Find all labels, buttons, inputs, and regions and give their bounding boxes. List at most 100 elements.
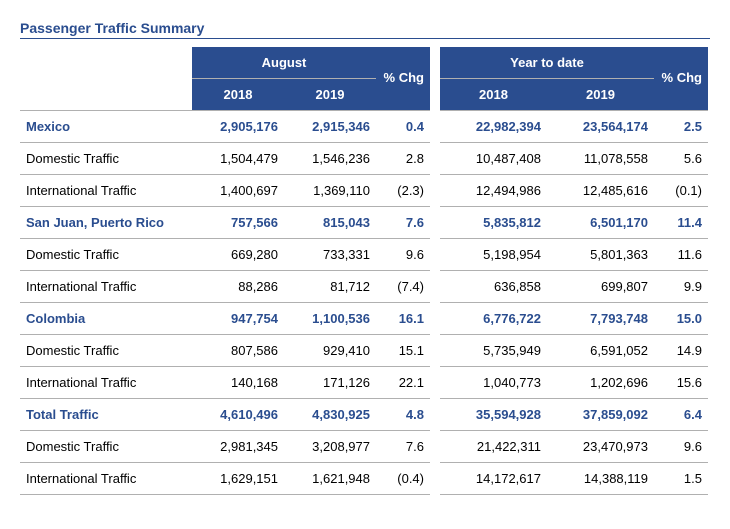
row-ytd-2019: 12,485,616 <box>547 175 654 207</box>
row-aug-2019: 815,043 <box>284 207 376 239</box>
row-ytd-chg: 11.4 <box>654 207 708 239</box>
table-row: 6,776,7227,793,74815.0 <box>440 303 708 335</box>
row-aug-2019: 81,712 <box>284 271 376 303</box>
row-ytd-chg: 2.5 <box>654 111 708 143</box>
row-ytd-chg: 15.6 <box>654 367 708 399</box>
row-aug-2019: 1,100,536 <box>284 303 376 335</box>
row-label: Total Traffic <box>20 399 192 431</box>
row-ytd-chg: 9.6 <box>654 431 708 463</box>
table-row: 636,858699,8079.9 <box>440 271 708 303</box>
row-aug-2019: 1,621,948 <box>284 463 376 495</box>
table-row: 22,982,39423,564,1742.5 <box>440 111 708 143</box>
row-aug-2019: 4,830,925 <box>284 399 376 431</box>
row-ytd-2018: 1,040,773 <box>440 367 547 399</box>
left-group-header: August <box>192 47 376 79</box>
row-aug-2019: 929,410 <box>284 335 376 367</box>
row-aug-2018: 669,280 <box>192 239 284 271</box>
row-aug-2019: 171,126 <box>284 367 376 399</box>
table-row: Domestic Traffic807,586929,41015.1 <box>20 335 430 367</box>
row-label: International Traffic <box>20 367 192 399</box>
table-row: Total Traffic4,610,4964,830,9254.8 <box>20 399 430 431</box>
table-row: 1,040,7731,202,69615.6 <box>440 367 708 399</box>
row-aug-2019: 1,369,110 <box>284 175 376 207</box>
row-aug-2018: 88,286 <box>192 271 284 303</box>
table-row: Domestic Traffic669,280733,3319.6 <box>20 239 430 271</box>
row-ytd-2018: 14,172,617 <box>440 463 547 495</box>
table-row: 21,422,31123,470,9739.6 <box>440 431 708 463</box>
row-label: Domestic Traffic <box>20 143 192 175</box>
row-ytd-2018: 12,494,986 <box>440 175 547 207</box>
table-row: 12,494,98612,485,616(0.1) <box>440 175 708 207</box>
row-ytd-2018: 21,422,311 <box>440 431 547 463</box>
row-label: San Juan, Puerto Rico <box>20 207 192 239</box>
table-row: 14,172,61714,388,1191.5 <box>440 463 708 495</box>
right-y2-header: 2019 <box>547 79 654 111</box>
table-row: 5,198,9545,801,36311.6 <box>440 239 708 271</box>
left-y2-header: 2019 <box>284 79 376 111</box>
row-aug-2018: 1,629,151 <box>192 463 284 495</box>
row-ytd-2019: 6,501,170 <box>547 207 654 239</box>
row-ytd-2018: 5,835,812 <box>440 207 547 239</box>
row-aug-chg: 7.6 <box>376 207 430 239</box>
row-ytd-2019: 699,807 <box>547 271 654 303</box>
row-ytd-2019: 6,591,052 <box>547 335 654 367</box>
right-y1-header: 2018 <box>440 79 547 111</box>
table-row: International Traffic1,400,6971,369,110(… <box>20 175 430 207</box>
row-ytd-chg: 15.0 <box>654 303 708 335</box>
row-aug-chg: 2.8 <box>376 143 430 175</box>
row-ytd-2018: 5,735,949 <box>440 335 547 367</box>
row-ytd-chg: 6.4 <box>654 399 708 431</box>
row-label: Colombia <box>20 303 192 335</box>
row-ytd-chg: 14.9 <box>654 335 708 367</box>
row-ytd-2018: 6,776,722 <box>440 303 547 335</box>
table-row: Domestic Traffic2,981,3453,208,9777.6 <box>20 431 430 463</box>
row-ytd-2019: 23,564,174 <box>547 111 654 143</box>
row-ytd-chg: 1.5 <box>654 463 708 495</box>
row-aug-chg: (2.3) <box>376 175 430 207</box>
row-aug-2019: 3,208,977 <box>284 431 376 463</box>
row-aug-2019: 1,546,236 <box>284 143 376 175</box>
table-row: San Juan, Puerto Rico757,566815,0437.6 <box>20 207 430 239</box>
row-aug-chg: 0.4 <box>376 111 430 143</box>
row-aug-chg: 15.1 <box>376 335 430 367</box>
row-label: International Traffic <box>20 271 192 303</box>
row-ytd-chg: 9.9 <box>654 271 708 303</box>
row-label: International Traffic <box>20 175 192 207</box>
table-row: International Traffic88,28681,712(7.4) <box>20 271 430 303</box>
right-table: Year to date % Chg 2018 2019 22,982,3942… <box>440 47 708 495</box>
row-aug-2018: 4,610,496 <box>192 399 284 431</box>
right-group-header: Year to date <box>440 47 654 79</box>
left-chg-header: % Chg <box>376 47 430 111</box>
row-aug-2019: 733,331 <box>284 239 376 271</box>
row-ytd-2018: 636,858 <box>440 271 547 303</box>
row-aug-2018: 947,754 <box>192 303 284 335</box>
row-ytd-2018: 10,487,408 <box>440 143 547 175</box>
row-aug-2018: 2,981,345 <box>192 431 284 463</box>
row-aug-chg: 9.6 <box>376 239 430 271</box>
table-row: International Traffic1,629,1511,621,948(… <box>20 463 430 495</box>
row-label: Mexico <box>20 111 192 143</box>
row-label: Domestic Traffic <box>20 335 192 367</box>
row-ytd-2018: 35,594,928 <box>440 399 547 431</box>
table-row: 10,487,40811,078,5585.6 <box>440 143 708 175</box>
row-ytd-2019: 1,202,696 <box>547 367 654 399</box>
row-ytd-2018: 22,982,394 <box>440 111 547 143</box>
table-row: 5,735,9496,591,05214.9 <box>440 335 708 367</box>
row-ytd-chg: 5.6 <box>654 143 708 175</box>
row-aug-chg: 22.1 <box>376 367 430 399</box>
row-label: Domestic Traffic <box>20 239 192 271</box>
row-aug-chg: (0.4) <box>376 463 430 495</box>
row-ytd-2019: 23,470,973 <box>547 431 654 463</box>
left-table: August % Chg 2018 2019 Mexico2,905,1762,… <box>20 47 430 495</box>
row-aug-chg: (7.4) <box>376 271 430 303</box>
right-chg-header: % Chg <box>654 47 708 111</box>
row-ytd-2019: 14,388,119 <box>547 463 654 495</box>
row-aug-2018: 807,586 <box>192 335 284 367</box>
row-aug-chg: 7.6 <box>376 431 430 463</box>
table-row: Mexico2,905,1762,915,3460.4 <box>20 111 430 143</box>
row-aug-chg: 4.8 <box>376 399 430 431</box>
row-ytd-2019: 7,793,748 <box>547 303 654 335</box>
table-row: 5,835,8126,501,17011.4 <box>440 207 708 239</box>
row-ytd-chg: 11.6 <box>654 239 708 271</box>
row-aug-2018: 1,400,697 <box>192 175 284 207</box>
